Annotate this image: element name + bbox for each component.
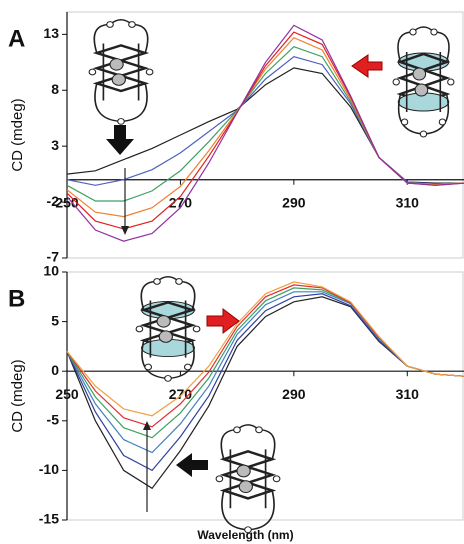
arrow (206, 308, 240, 334)
y-tick-label: 8 (51, 81, 59, 97)
quadruplex-icon (391, 25, 456, 139)
annotations (87, 18, 456, 535)
plot-frame (66, 11, 464, 259)
cd-curve (66, 293, 464, 472)
x-tick-label: 310 (396, 386, 420, 402)
y-tick-label: -10 (39, 461, 59, 477)
arrow (106, 125, 134, 155)
y-tick-label: 10 (43, 263, 59, 279)
cd-curve (66, 284, 464, 428)
cd-curve (66, 281, 464, 417)
arrow-head (121, 226, 129, 235)
panel-label: B (8, 285, 25, 312)
y-tick-label: -2 (47, 193, 60, 209)
y-axis-label: CD (mdeg) (9, 98, 26, 171)
cd-curve (66, 24, 464, 242)
quadruplex-icon (87, 18, 155, 126)
x-tick-label: 250 (55, 386, 79, 402)
y-tick-label: 0 (51, 362, 59, 378)
x-tick-label: 290 (282, 386, 306, 402)
y-tick-label: 13 (43, 25, 59, 41)
x-tick-label: 310 (396, 194, 420, 210)
y-axis-label: CD (mdeg) (9, 359, 26, 432)
x-tick-label: 290 (282, 194, 306, 210)
quadruplex-icon (134, 275, 202, 383)
panel-label: A (8, 25, 25, 52)
y-tick-label: 5 (51, 312, 59, 328)
y-tick-label: -5 (47, 412, 60, 428)
arrow (351, 54, 383, 78)
x-axis-label: Wavelength (nm) (197, 528, 293, 542)
y-tick-label: -15 (39, 511, 59, 527)
y-tick-label: -7 (47, 249, 60, 265)
arrow-head (143, 421, 151, 430)
arrow (176, 453, 208, 477)
y-tick-label: 3 (51, 137, 59, 153)
quadruplex-icon (214, 423, 282, 535)
